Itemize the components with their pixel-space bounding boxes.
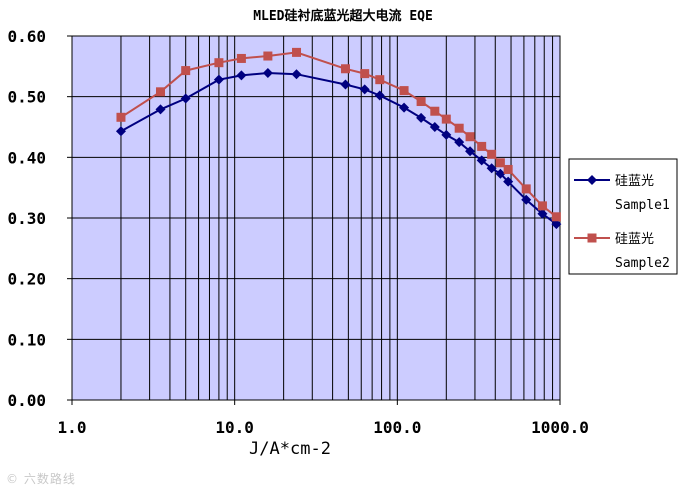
watermark: © 六数路线 (6, 472, 76, 486)
x-tick-label: 1.0 (58, 418, 87, 437)
data-point (503, 176, 514, 187)
data-point (340, 64, 350, 74)
series-2 (116, 47, 561, 222)
data-point (441, 114, 451, 124)
y-tick-label: 0.40 (7, 148, 46, 167)
series-1 (115, 68, 562, 230)
data-point (292, 47, 302, 57)
data-point (503, 164, 513, 174)
data-point (214, 58, 224, 68)
y-axis-ticks: 0.00 0.10 0.20 0.30 0.40 0.50 0.60 (7, 27, 72, 410)
data-point (340, 79, 351, 90)
data-point (156, 87, 166, 97)
x-axis-ticks: 1.0 10.0 100.0 1000.0 (58, 400, 589, 437)
data-point (537, 208, 548, 219)
data-point (416, 97, 426, 107)
data-point (465, 132, 475, 142)
data-point (521, 194, 532, 205)
y-tick-label: 0.30 (7, 209, 46, 228)
legend-label: 硅蓝光 (615, 232, 654, 247)
data-point (375, 75, 385, 85)
y-tick-label: 0.50 (7, 88, 46, 107)
y-tick-label: 0.20 (7, 270, 46, 289)
legend-label: 硅蓝光 (615, 174, 654, 189)
data-point (399, 102, 410, 113)
legend-label: Sample1 (615, 198, 670, 213)
data-point (399, 86, 409, 96)
legend-box (568, 158, 678, 275)
data-point (374, 90, 385, 101)
legend-label: Sample2 (615, 256, 670, 271)
data-point (454, 137, 465, 148)
data-point (263, 51, 273, 61)
data-point (262, 68, 273, 79)
data-point (360, 69, 370, 79)
data-point (429, 122, 440, 132)
data-point (236, 70, 247, 81)
data-point (180, 93, 191, 104)
data-point (551, 219, 562, 230)
data-point (551, 212, 561, 222)
y-tick-label: 0.60 (7, 27, 46, 46)
data-point (155, 104, 166, 115)
data-point (476, 155, 487, 166)
data-point (291, 69, 302, 80)
x-tick-label: 10.0 (215, 418, 254, 437)
data-point (521, 184, 531, 194)
legend-marker (587, 233, 597, 243)
data-point (495, 158, 505, 168)
y-tick-label: 0.10 (7, 330, 46, 349)
data-point (477, 141, 487, 151)
data-point (537, 201, 547, 211)
x-axis-label: J/A*cm-2 (249, 439, 331, 459)
y-tick-label: 0.00 (7, 391, 46, 410)
data-point (454, 123, 464, 133)
data-point (236, 53, 246, 63)
data-point (486, 163, 497, 174)
data-point (430, 106, 440, 116)
data-point (465, 146, 476, 157)
data-point (487, 149, 497, 159)
data-point (116, 112, 126, 122)
data-point (495, 168, 506, 179)
data-point (115, 126, 126, 137)
x-tick-label: 1000.0 (531, 418, 589, 437)
chart-title: MLED硅衬底蓝光超大电流 EQE (253, 8, 433, 24)
x-tick-label: 100.0 (373, 418, 421, 437)
legend-marker (587, 175, 597, 185)
series-layer (115, 47, 562, 230)
data-point (213, 74, 224, 85)
data-point (359, 84, 370, 95)
legend: 硅蓝光 Sample1 硅蓝光 Sample2 (568, 158, 678, 275)
data-point (181, 66, 191, 76)
data-point (441, 129, 452, 140)
plot-area (71, 35, 561, 401)
data-point (416, 112, 427, 123)
